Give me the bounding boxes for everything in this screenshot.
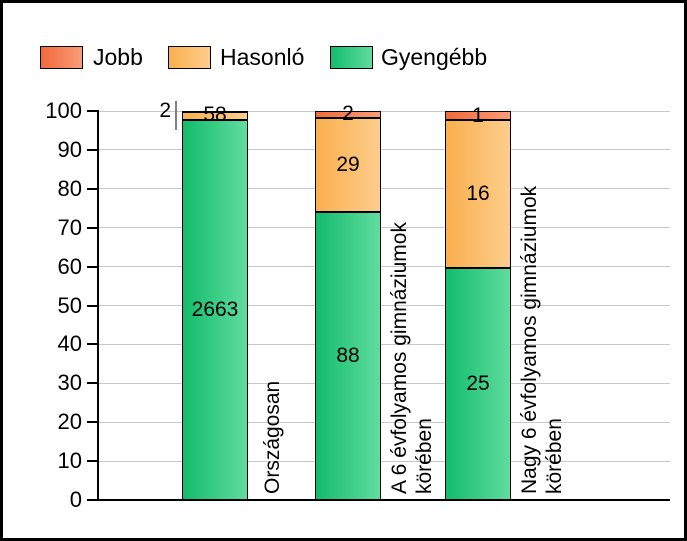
outside-value-label: 2: [159, 99, 171, 122]
value-label-jobb-1: 2: [342, 102, 354, 126]
bar-segment-jobb-2: [445, 111, 511, 121]
bar-segment-jobb-1: [315, 111, 381, 118]
gridline-10: [98, 460, 670, 462]
y-axis-tick-label-40: 40: [57, 331, 82, 357]
category-label-line: körében: [413, 418, 436, 494]
y-axis-tick-label-0: 0: [69, 487, 82, 512]
y-axis-tick-50: [87, 304, 98, 307]
legend-item-hasonlo: Hasonló: [168, 44, 328, 70]
y-axis-tick-100: [87, 110, 98, 112]
legend-swatch-jobb: [40, 46, 83, 69]
x-axis-line: [97, 499, 670, 501]
category-label-2: Nagy 6 évfolyamos gimnáziumok körében: [517, 186, 567, 494]
y-axis-tick-label-10: 10: [57, 448, 82, 474]
y-axis-tick-label-50: 50: [57, 292, 82, 318]
y-axis-tick-label-80: 80: [57, 175, 82, 201]
y-axis-tick-70: [87, 226, 98, 229]
y-axis-line: [97, 110, 99, 501]
legend-label-jobb: Jobb: [93, 44, 143, 70]
gridline-80: [98, 188, 670, 190]
y-axis-tick-30: [87, 382, 98, 385]
category-label-1: A 6 évfolyamos gimnáziumok körében: [387, 222, 437, 494]
value-label-gyengébb-1: 88: [336, 344, 360, 368]
bar-segment-hasonló-2: [445, 120, 511, 269]
legend-label-gyengebb: Gyengébb: [381, 44, 488, 70]
legend-label-hasonlo: Hasonló: [220, 44, 305, 70]
y-axis-tick-10: [87, 460, 98, 463]
legend-item-gyengebb: Gyengébb: [330, 44, 510, 70]
gridline-50: [98, 305, 670, 306]
category-label-line: A 6 évfolyamos gimnáziumok: [388, 222, 411, 494]
category-label-line: Nagy 6 évfolyamos gimnáziumok: [518, 185, 541, 494]
bar-segment-jobb-0: [182, 111, 248, 113]
value-label-hasonló-2: 16: [466, 182, 490, 206]
y-axis-tick-40: [87, 343, 98, 346]
y-axis-tick-label-70: 70: [57, 214, 82, 240]
y-axis-tick-label-60: 60: [57, 253, 82, 279]
value-label-gyengébb-2: 25: [466, 372, 490, 396]
y-axis-tick-80: [87, 187, 98, 190]
legend-swatch-gyengebb: [330, 46, 373, 69]
legend-swatch-hasonlo: [168, 46, 211, 69]
bar-segment-gyengébb-1: [315, 212, 381, 500]
gridline-40: [98, 343, 670, 345]
y-axis-tick-label-90: 90: [57, 136, 82, 162]
gridline-60: [98, 266, 670, 268]
y-axis-tick-90: [87, 148, 98, 151]
bar-segment-gyengébb-0: [182, 119, 248, 500]
y-axis-tick-label-20: 20: [57, 409, 82, 435]
gridline-100: [98, 110, 670, 112]
y-axis-tick-60: [87, 265, 98, 268]
y-axis-tick-label-100: 100: [45, 98, 82, 123]
category-label-line: körében: [543, 418, 566, 494]
value-label-jobb-2: 1: [472, 103, 484, 127]
gridline-30: [98, 382, 670, 384]
value-label-gyengébb-0: 2663: [191, 297, 239, 321]
y-axis-tick-0: [87, 499, 98, 501]
gridline-20: [98, 421, 670, 423]
legend-item-jobb: Jobb: [40, 44, 170, 70]
gridline-70: [98, 227, 670, 229]
bar-segment-hasonló-1: [315, 117, 381, 213]
value-label-hasonló-1: 29: [336, 152, 360, 176]
gridline-90: [98, 149, 670, 151]
y-axis-tick-20: [87, 421, 98, 424]
outside-label-leader-line: [175, 101, 177, 130]
y-axis-tick-label-30: 30: [57, 370, 82, 396]
bar-segment-gyengébb-2: [445, 268, 511, 500]
category-label-0: Országosan: [260, 381, 285, 494]
category-label-line: Országosan: [261, 380, 284, 494]
value-label-hasonló-0: 58: [203, 103, 227, 127]
